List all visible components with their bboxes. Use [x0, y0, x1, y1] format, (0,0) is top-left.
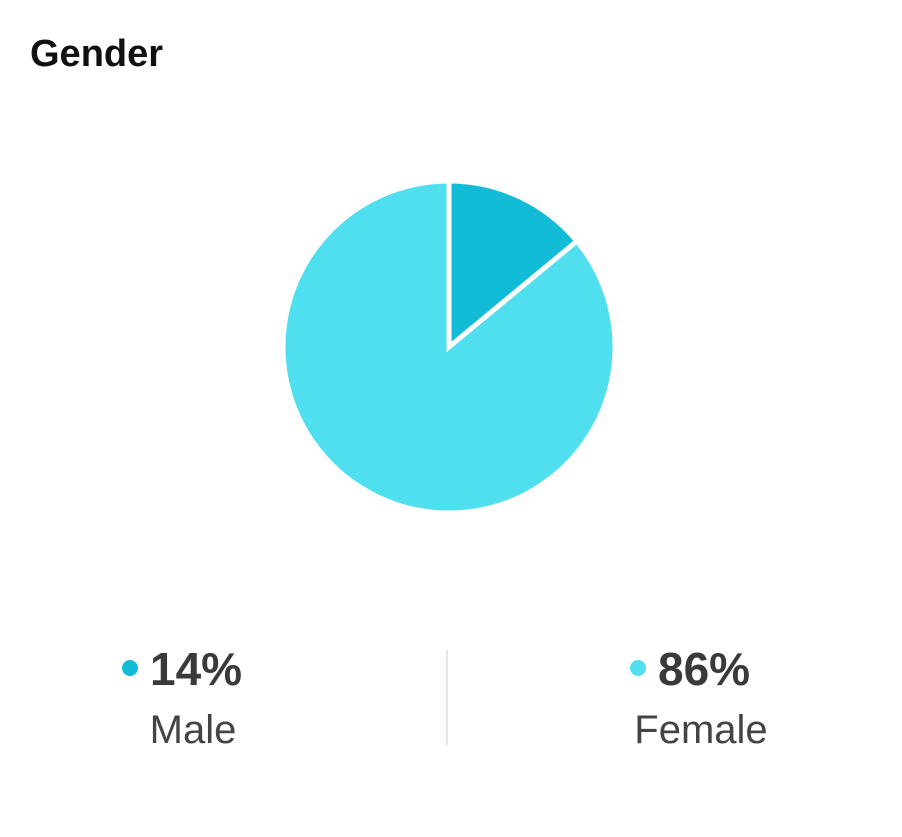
chart-title: Gender — [30, 33, 163, 75]
legend-value: 14% — [150, 643, 242, 695]
pie-slice — [446, 178, 581, 353]
legend-value: 86% — [658, 643, 750, 695]
legend-dot — [122, 660, 138, 676]
pie-slice — [280, 178, 618, 516]
legend-label: Female — [634, 708, 767, 752]
legend-label: Male — [150, 708, 237, 752]
legend-dot — [630, 660, 646, 676]
